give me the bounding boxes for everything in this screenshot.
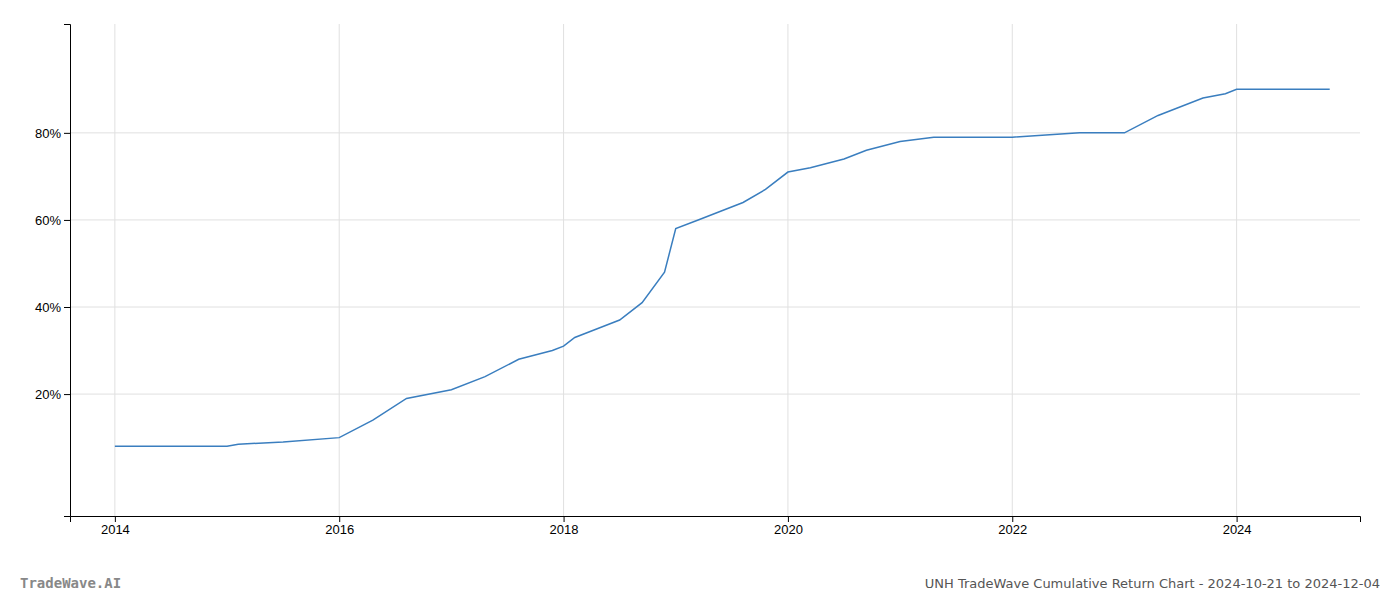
grid-line-y	[70, 394, 1360, 395]
y-axis: 20% 40% 60% 80%	[35, 25, 71, 517]
tick-label: 2018	[550, 522, 579, 537]
tick: 2016	[325, 516, 354, 537]
tick: 2024	[1223, 516, 1252, 537]
plot-area: 2014 2016 2018 2020 2022 2024 20% 40% 60% 80%	[35, 24, 1361, 537]
tick: 20%	[35, 387, 70, 402]
line	[115, 89, 1330, 446]
tick-mark	[64, 307, 70, 308]
tick-label: 2016	[325, 522, 354, 537]
grid-line-x	[563, 24, 564, 516]
tick-label: 2022	[998, 522, 1027, 537]
tick-mark	[564, 516, 565, 522]
tick: 80%	[35, 126, 70, 141]
chart: 2014 2016 2018 2020 2022 2024 20% 40% 60% 80% Trad…	[0, 0, 1400, 600]
tick-label: 60%	[35, 213, 61, 228]
grid-line-x	[1012, 24, 1013, 516]
watermark: TradeWave.AI	[20, 575, 121, 591]
tick-mark	[64, 133, 70, 134]
grid	[70, 24, 1360, 516]
tick-label: 20%	[35, 387, 61, 402]
tick-mark	[1237, 516, 1238, 522]
tick: 2022	[998, 516, 1027, 537]
axis-line	[71, 517, 1361, 523]
tick-label: 2020	[774, 522, 803, 537]
grid-line-y	[70, 307, 1360, 308]
tick-mark	[64, 220, 70, 221]
tick-mark	[339, 516, 340, 522]
tick-mark	[788, 516, 789, 522]
grid-line-x	[1236, 24, 1237, 516]
tick-mark	[115, 516, 116, 522]
tick: 60%	[35, 213, 70, 228]
grid-line-x	[114, 24, 115, 516]
grid-line-y	[70, 219, 1360, 220]
x-axis: 2014 2016 2018 2020 2022 2024	[71, 516, 1361, 537]
tick-label: 2024	[1223, 522, 1252, 537]
grid-line-x	[787, 24, 788, 516]
grid-line-x	[339, 24, 340, 516]
tick-label: 80%	[35, 126, 61, 141]
tick-mark	[64, 394, 70, 395]
tick-mark	[1012, 516, 1013, 522]
marks	[115, 89, 1330, 446]
tick: 40%	[35, 300, 70, 315]
tick: 2020	[774, 516, 803, 537]
axis-line	[64, 25, 71, 517]
tick-label: 40%	[35, 300, 61, 315]
tick: 2018	[550, 516, 579, 537]
tick: 2014	[101, 516, 130, 537]
title: UNH TradeWave Cumulative Return Chart - …	[925, 576, 1380, 591]
tick-label: 2014	[101, 522, 130, 537]
grid-line-y	[70, 132, 1360, 133]
